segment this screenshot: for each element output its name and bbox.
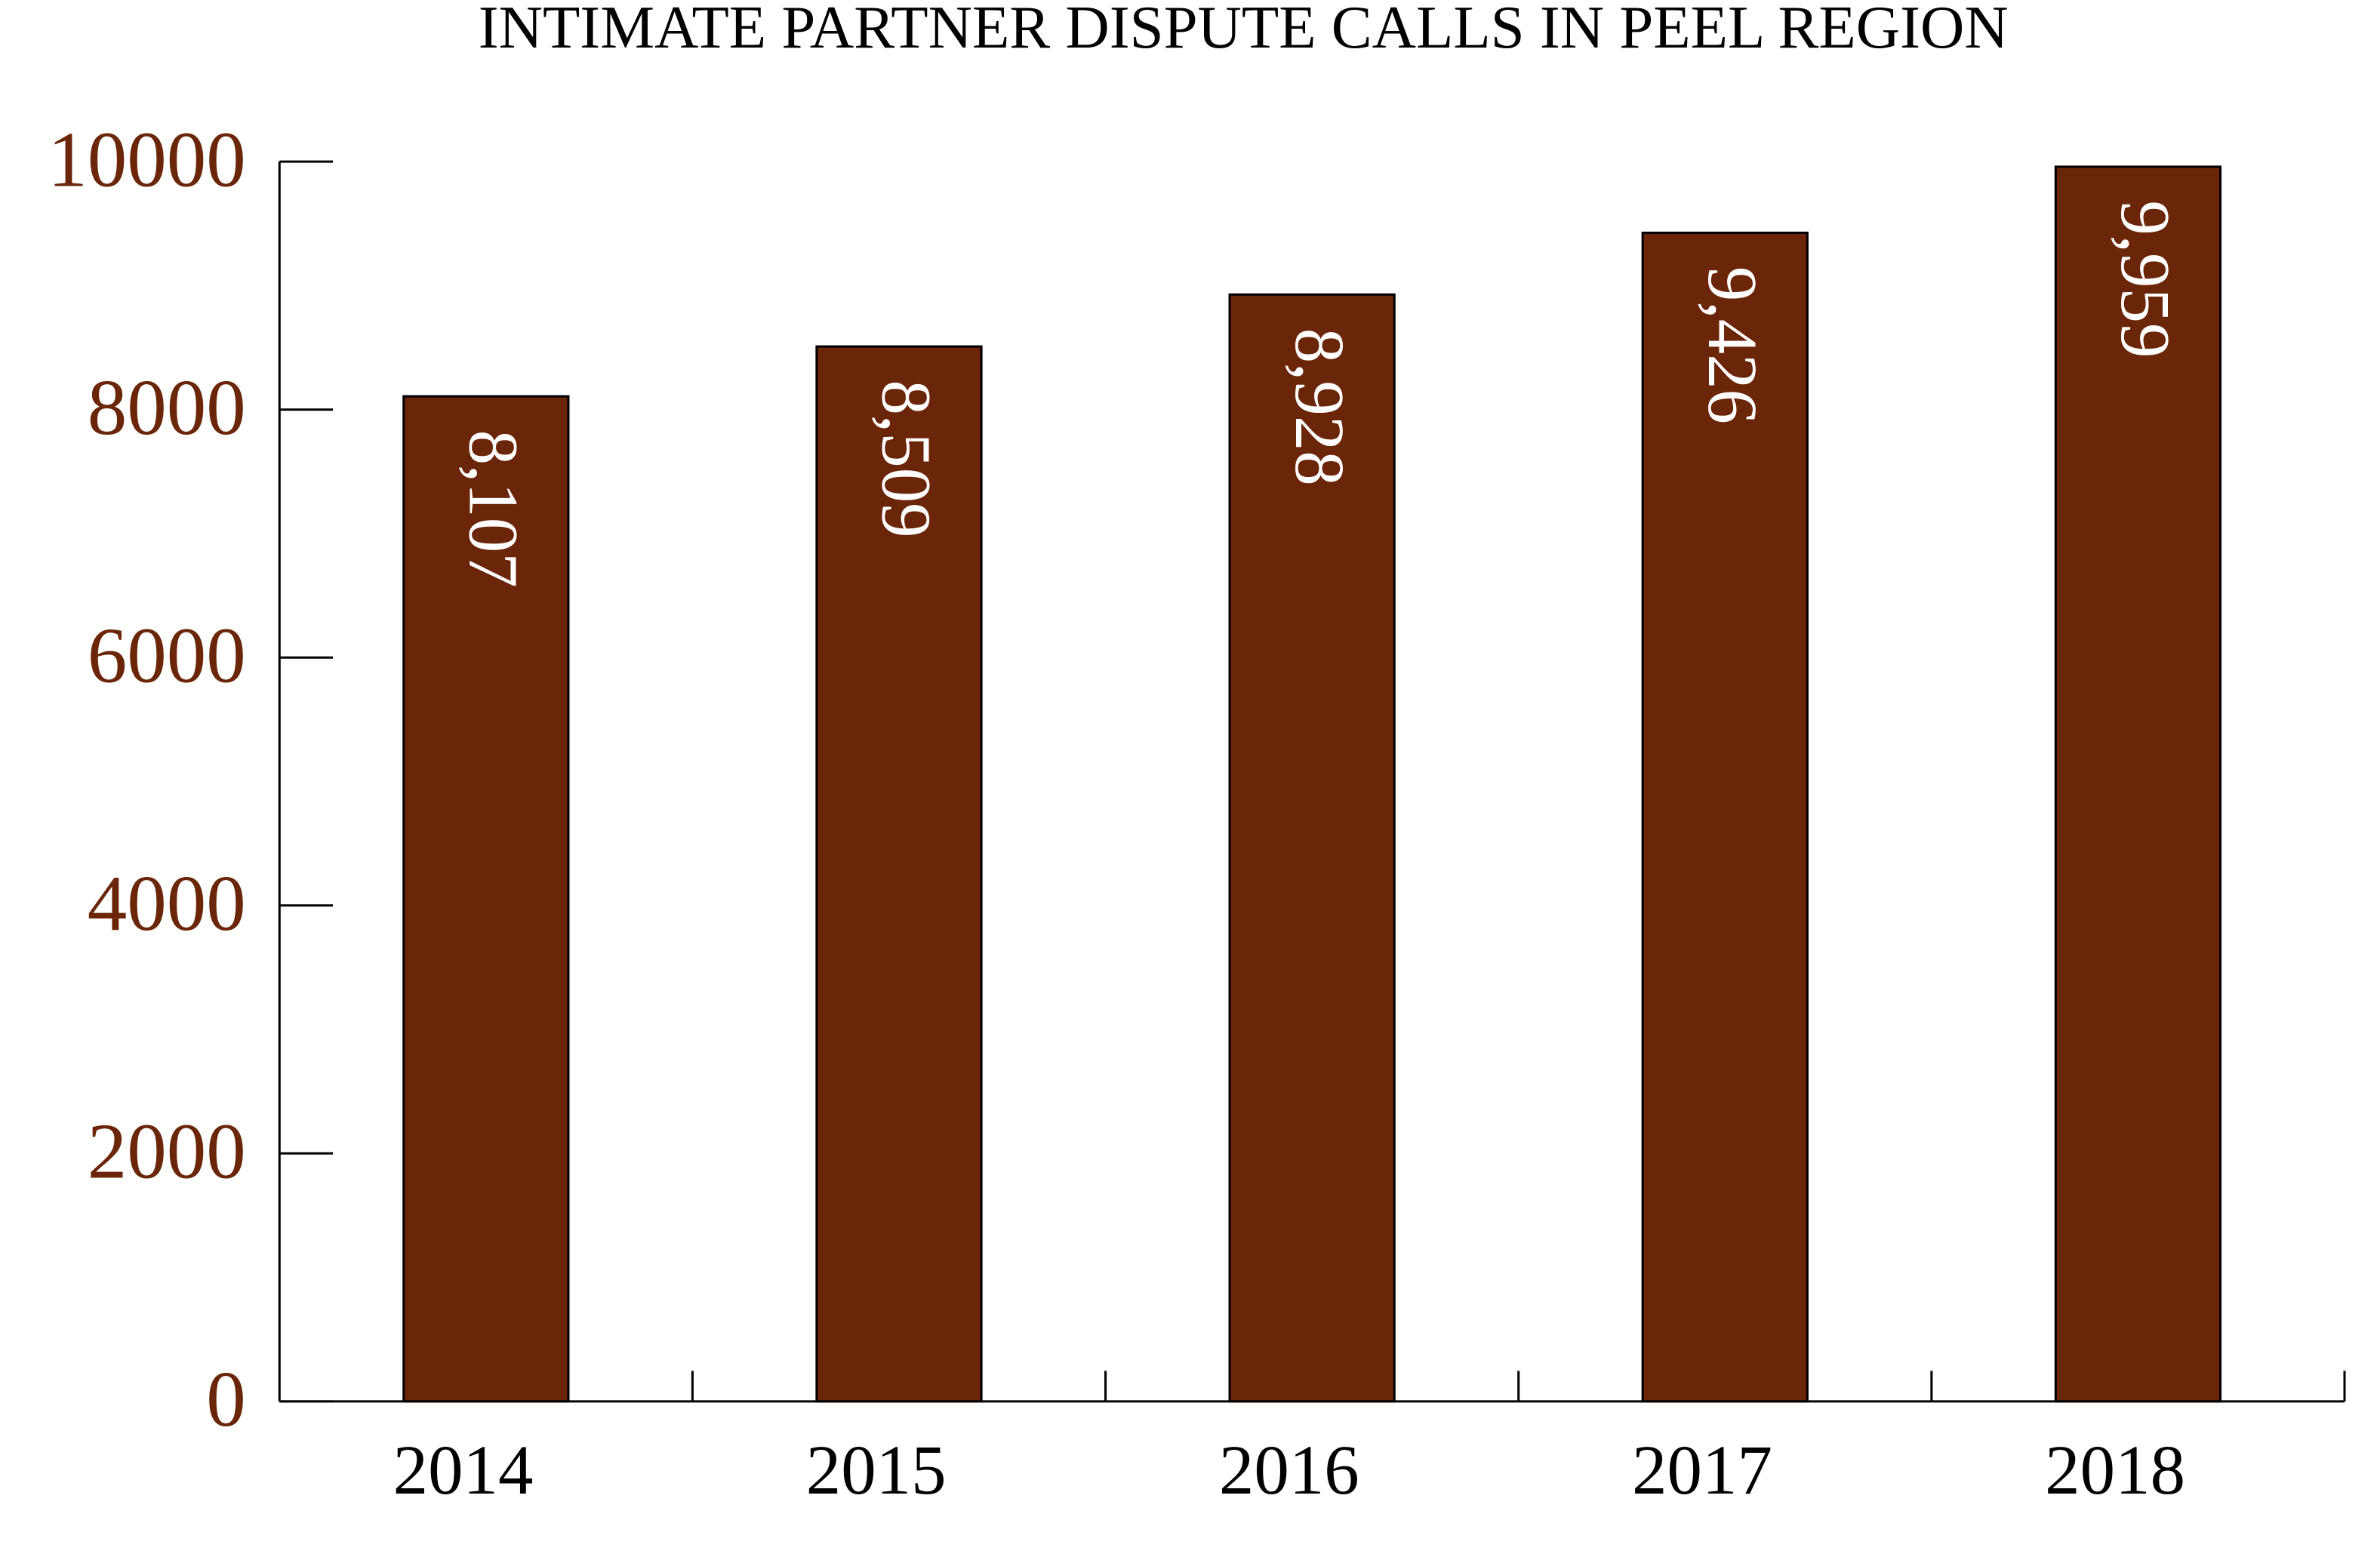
x-tick-label: 2015 <box>806 1432 947 1509</box>
value-label: 8,509 <box>867 380 945 538</box>
y-tick-label: 6000 <box>88 611 246 699</box>
bar <box>2054 165 2222 1403</box>
value-label: 8,107 <box>454 430 532 588</box>
x-tick-label: 2016 <box>1219 1432 1359 1509</box>
x-tick-label: 2014 <box>393 1432 534 1509</box>
x-tick-label: 2017 <box>1632 1432 1772 1509</box>
bar <box>1641 231 1809 1403</box>
bar <box>815 345 983 1403</box>
y-tick-label: 4000 <box>88 859 246 947</box>
y-tick-label: 10000 <box>48 115 246 203</box>
bar <box>1228 293 1396 1403</box>
y-tick-label: 0 <box>206 1355 246 1443</box>
y-tick-label: 8000 <box>88 363 246 451</box>
value-label: 8,928 <box>1280 328 1358 486</box>
value-label: 9,959 <box>2106 200 2184 358</box>
y-tick-label: 2000 <box>88 1106 246 1195</box>
value-label: 9,426 <box>1693 266 1771 424</box>
bar <box>402 395 570 1403</box>
x-tick-label: 2018 <box>2045 1432 2185 1509</box>
chart-title: INTIMATE PARTNER DISPUTE CALLS IN PEEL R… <box>479 0 2009 61</box>
